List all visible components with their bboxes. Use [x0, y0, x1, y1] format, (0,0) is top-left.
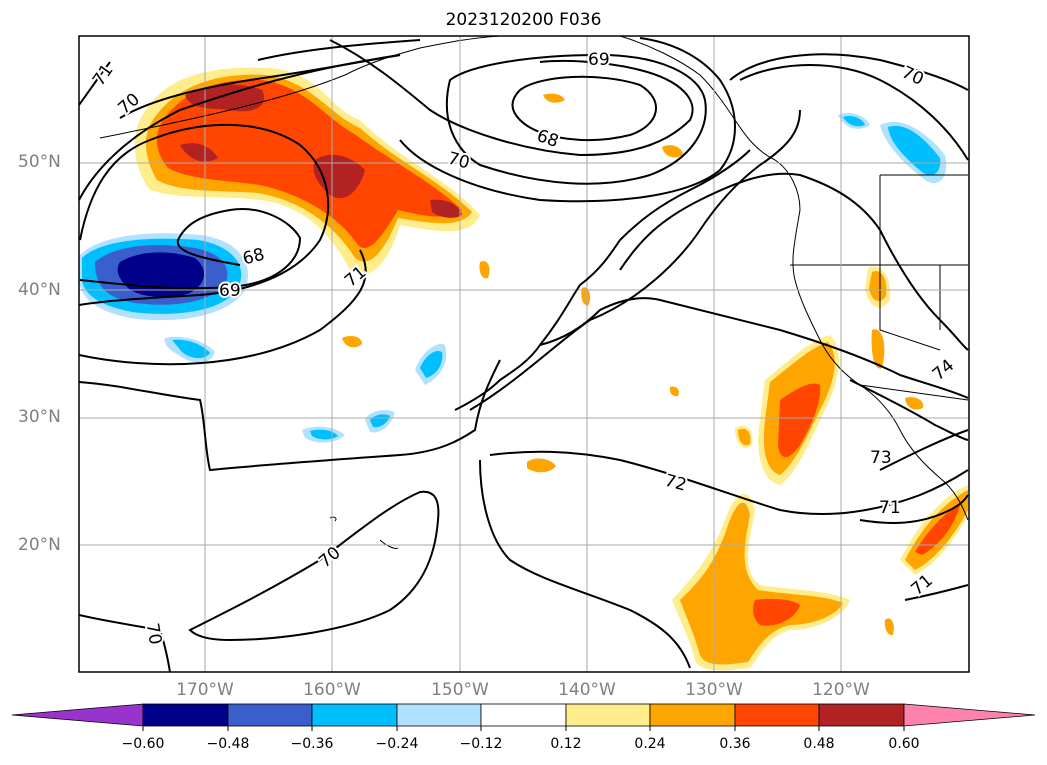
lon-label: 150°W [431, 680, 489, 700]
lon-label: 120°W [812, 680, 870, 700]
contour-label: 74 [929, 356, 958, 385]
colorbar-segment [480, 703, 567, 727]
colorbar-tick-label: 0.36 [719, 736, 751, 752]
contour-label: 68 [534, 126, 561, 152]
lat-label: 20°N [18, 535, 61, 555]
colorbar-tick-label: 0.60 [888, 736, 920, 752]
contour-label: 70 [315, 543, 344, 572]
lat-label: 30°N [18, 407, 61, 427]
colorbar-segment [396, 703, 482, 727]
colorbar-tick-label: −0.12 [459, 736, 503, 752]
colorbar-extend-low [11, 703, 144, 727]
colorbar-tick-label: 0.12 [550, 736, 582, 752]
colorbar-tick-label: 0.24 [634, 736, 666, 752]
gridlines [79, 36, 969, 672]
colorbar-segment [311, 703, 398, 727]
contour-lines [79, 37, 969, 672]
colorbar-tick-label: −0.24 [375, 736, 419, 752]
contour-label: 68 [241, 245, 267, 270]
lon-label: 140°W [558, 680, 616, 700]
contour-label: 72 [662, 471, 688, 496]
colorbar-segment [565, 703, 651, 727]
contour-label: 70 [114, 89, 143, 118]
colorbar [11, 703, 1036, 731]
colorbar-segment [649, 703, 736, 727]
colorbar-tick-label: −0.60 [121, 736, 165, 752]
contour-label: 69 [588, 50, 610, 70]
lat-label: 40°N [18, 280, 61, 300]
colorbar-segment [734, 703, 820, 727]
contour-label: 69 [219, 281, 241, 301]
lon-label: 170°W [176, 680, 234, 700]
colorbar-tick-label: −0.48 [206, 736, 250, 752]
chart-title: 2023120200 F036 [445, 10, 602, 30]
contour-label: 71 [907, 571, 936, 600]
colorbar-segment [818, 703, 905, 727]
map-frame [78, 35, 970, 673]
contour-label: 70 [446, 149, 472, 174]
contour-label: 73 [870, 448, 892, 468]
colorbar-tick-label: 0.48 [803, 736, 835, 752]
colorbar-segment [142, 703, 229, 727]
colorbar-extend-high [903, 703, 1036, 727]
lon-label: 160°W [303, 680, 361, 700]
colorbar-segment [227, 703, 313, 727]
colorbar-tick-label: −0.36 [290, 736, 334, 752]
lat-label: 50°N [18, 152, 61, 172]
contour-label: 70 [142, 622, 165, 647]
shaded-fields [79, 67, 968, 671]
lon-label: 130°W [685, 680, 743, 700]
contour-label: 71 [879, 498, 901, 518]
